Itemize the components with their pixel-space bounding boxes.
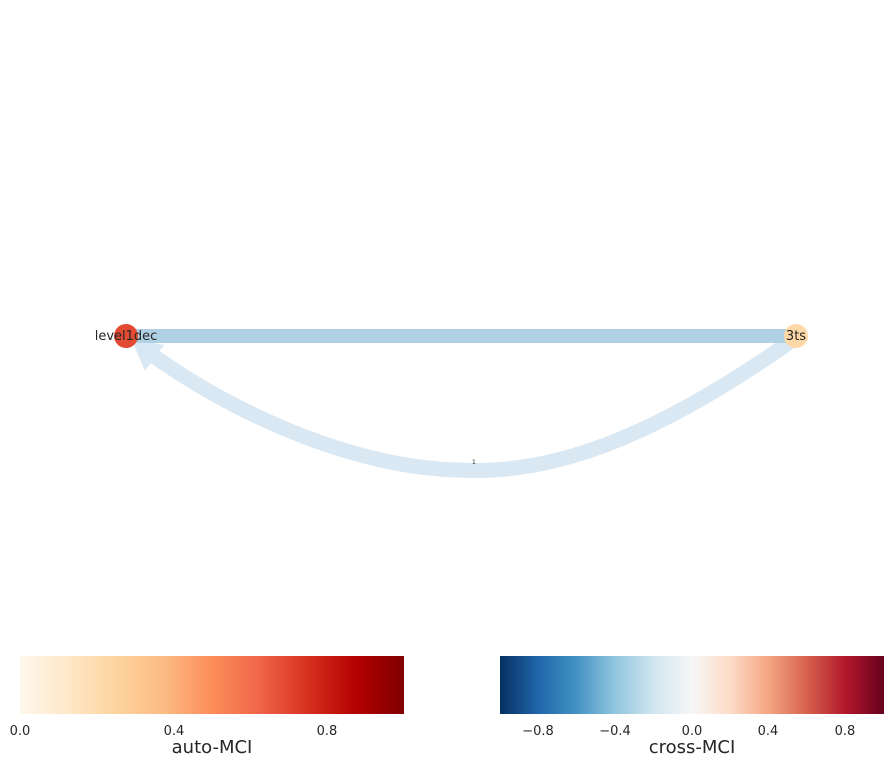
auto-mci-tick-label: 0.8 xyxy=(317,724,338,739)
node-3ts: 3ts xyxy=(784,324,808,348)
edge-lagged-3ts-to-level1dec: 1 xyxy=(131,335,795,478)
lagged-edge-label: 1 xyxy=(472,459,476,466)
node-3ts-circle xyxy=(784,324,808,348)
auto-mci-tick-label: 0.4 xyxy=(164,724,185,739)
cross-mci-tick-label: −0.8 xyxy=(522,724,554,739)
cross-mci-tick-label: 0.4 xyxy=(758,724,779,739)
lagged-edge-curve xyxy=(150,335,795,478)
node-level1dec-label: level1dec xyxy=(95,329,158,344)
auto-mci-tick-label: 0.0 xyxy=(10,724,31,739)
node-level1dec: level1dec xyxy=(95,324,158,348)
cross-mci-tick-label: −0.4 xyxy=(599,724,631,739)
node-level1dec-circle xyxy=(114,324,138,348)
lagged-edge-arrowhead xyxy=(131,338,164,371)
cross-mci-colorbar: −0.8 −0.4 0.0 0.4 0.8 cross-MCI xyxy=(500,656,884,758)
cross-mci-colorbar-gradient xyxy=(500,656,884,714)
auto-mci-colorbar: 0.0 0.4 0.8 auto-MCI xyxy=(10,656,404,758)
auto-mci-title: auto-MCI xyxy=(172,737,253,758)
cross-mci-tick-label: 0.8 xyxy=(835,724,856,739)
cross-mci-tick-label: 0.0 xyxy=(682,724,703,739)
cross-mci-title: cross-MCI xyxy=(649,737,736,758)
auto-mci-colorbar-gradient xyxy=(20,656,404,714)
node-3ts-label: 3ts xyxy=(786,329,806,344)
